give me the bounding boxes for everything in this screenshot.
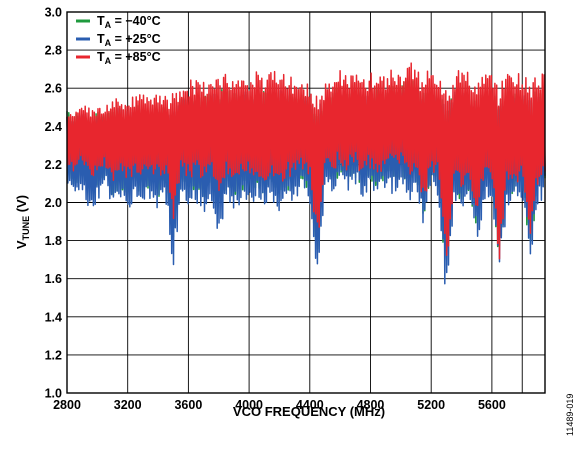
- legend-label-subscript: A: [105, 56, 112, 66]
- series-line-ta-plus85: [66, 62, 546, 260]
- legend-label-subscript: A: [105, 20, 112, 30]
- x-tick-label: 3200: [114, 398, 142, 412]
- x-tick-label: 2800: [53, 398, 81, 412]
- y-axis-title-subscript: TUNE: [21, 216, 31, 241]
- legend-label-suffix: = −40°C: [111, 14, 160, 28]
- legend-label-prefix: T: [97, 14, 105, 28]
- legend-label-prefix: T: [97, 50, 105, 64]
- legend-label-ta-plus25: TA = +25°C: [97, 32, 161, 48]
- series-layer: [66, 62, 546, 285]
- y-tick-label: 1.0: [45, 387, 62, 401]
- x-axis-title: VCO FREQUENCY (MHz): [233, 404, 385, 419]
- y-tick-label: 2.0: [45, 196, 62, 210]
- y-tick-label: 2.8: [45, 44, 62, 58]
- legend-label-ta-plus85: TA = +85°C: [97, 50, 161, 66]
- tick-labels: 2800 3200 3600 4000 4400 4800 5200 5600 1.0 1.2 1.…: [45, 6, 506, 413]
- y-tick-label: 1.6: [45, 272, 62, 286]
- x-tick-label: 4000: [235, 398, 263, 412]
- x-tick-label: 4400: [296, 398, 324, 412]
- legend-label-prefix: T: [97, 32, 105, 46]
- x-tick-label: 4800: [357, 398, 385, 412]
- y-axis-title-prefix: V: [14, 240, 29, 249]
- x-tick-label: 3600: [174, 398, 202, 412]
- y-tick-label: 2.4: [45, 120, 62, 134]
- y-tick-label: 3.0: [45, 6, 62, 20]
- y-axis-title-suffix: (V): [14, 195, 29, 216]
- x-tick-label: 5600: [478, 398, 506, 412]
- y-tick-label: 2.2: [45, 158, 62, 172]
- y-tick-label: 1.2: [45, 348, 62, 362]
- legend-label-ta-minus40: TA = −40°C: [97, 14, 161, 30]
- y-tick-label: 2.6: [45, 82, 62, 96]
- legend-label-suffix: = +25°C: [111, 32, 160, 46]
- figure-id: 11489-019: [565, 394, 575, 436]
- y-tick-label: 1.4: [45, 310, 62, 324]
- legend-label-subscript: A: [105, 38, 112, 48]
- legend: TA = −40°CTA = +25°CTA = +85°C: [76, 14, 161, 66]
- y-tick-label: 1.8: [45, 234, 62, 248]
- plot-frame: [66, 11, 546, 394]
- x-tick-label: 5200: [417, 398, 445, 412]
- y-axis-title: VTUNE (V): [14, 195, 31, 249]
- legend-label-suffix: = +85°C: [111, 50, 160, 64]
